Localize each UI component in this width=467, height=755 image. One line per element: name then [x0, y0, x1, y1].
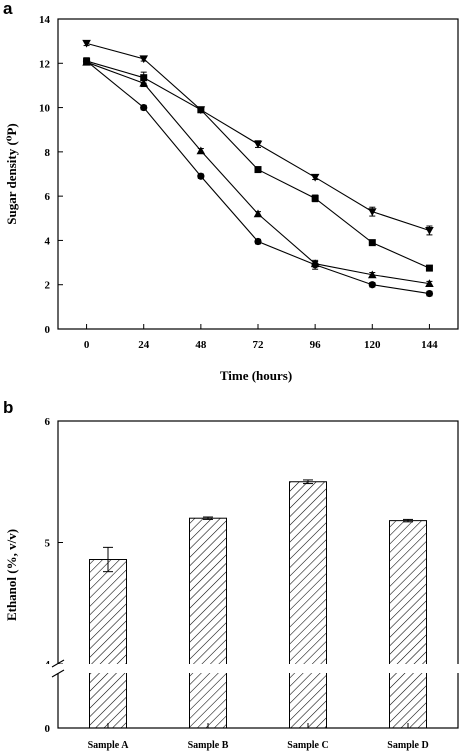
x-tick-label-a: 96: [310, 339, 322, 351]
point-square: [197, 106, 205, 114]
axis-break-mark-lower: [51, 669, 65, 678]
x-tick-label-a: 72: [253, 339, 265, 351]
point-circle: [254, 237, 262, 246]
series-triangle-down: [82, 39, 434, 236]
point-triangle-down: [253, 140, 263, 149]
point-square: [311, 194, 319, 202]
x-tick-label-a: 120: [364, 339, 381, 351]
y-tick-label-b: 0: [45, 723, 51, 735]
y-tick-label-a: 8: [45, 147, 51, 159]
point-triangle-up: [139, 78, 149, 87]
point-circle: [197, 172, 205, 180]
category-label: Sample D: [387, 740, 428, 751]
plot-frame-b: [57, 420, 459, 729]
category-label: Sample B: [188, 740, 229, 751]
y-tick-label-b: 6: [45, 416, 51, 428]
series-square: [83, 57, 433, 272]
category-label: Sample C: [287, 740, 328, 751]
point-circle: [311, 261, 319, 269]
x-tick-label-a: 48: [195, 339, 207, 351]
x-tick-label-a: 144: [421, 339, 438, 351]
bars-group: [89, 479, 427, 729]
point-square: [254, 166, 262, 174]
y-tick-label-a: 6: [45, 191, 51, 203]
point-triangle-up: [425, 279, 434, 288]
point-triangle-down: [310, 173, 320, 182]
point-circle: [425, 289, 434, 298]
y-tick-label-a: 0: [45, 324, 51, 336]
plot-frame-a: [57, 18, 459, 330]
series-circle: [82, 57, 434, 298]
bar-sample-a: [89, 559, 127, 729]
point-square: [140, 74, 148, 82]
bar-sample-d: [389, 520, 427, 729]
x-tick-label-a: 0: [84, 339, 90, 351]
point-triangle-up: [196, 146, 206, 155]
x-tick-label-a: 24: [138, 339, 150, 351]
y-tick-label-a: 2: [45, 280, 51, 292]
axis-break-gap: [40, 664, 460, 673]
series-line-circle: [86, 60, 430, 295]
point-triangle-down: [139, 55, 149, 64]
point-circle: [82, 57, 91, 65]
category-label: Sample A: [88, 740, 130, 751]
panel-a-label: a: [3, 0, 13, 18]
point-triangle-down: [425, 227, 434, 235]
x-axis-ticks-b: Sample A Sample B Sample C Sample D: [88, 723, 429, 751]
point-circle: [368, 281, 376, 289]
x-axis-label-a: Time (hours): [220, 368, 292, 383]
bar-sample-c: [289, 481, 327, 729]
point-triangle-up: [367, 270, 377, 279]
point-square: [368, 239, 376, 247]
y-axis-ticks-b: 0456: [45, 416, 63, 735]
panel-b-label: b: [3, 398, 13, 417]
y-tick-label-a: 10: [39, 103, 51, 115]
point-square: [425, 264, 433, 272]
y-tick-label-b: 5: [45, 538, 51, 550]
y-axis-label-a: Sugar density (⁰P): [4, 123, 19, 225]
point-triangle-up: [253, 209, 263, 218]
point-circle: [140, 103, 148, 112]
y-tick-label-a: 14: [39, 14, 51, 26]
y-axis-ticks-a: 0 2 4 6 8 10 12 14: [39, 14, 63, 336]
axis-break-mark-upper: [51, 659, 65, 668]
series-group: [82, 39, 434, 298]
bar-sample-b: [189, 517, 227, 729]
series-line-square: [86, 60, 430, 269]
y-tick-label-a: 4: [45, 235, 51, 247]
point-triangle-down: [367, 208, 377, 216]
y-axis-label-b: Ethanol (%, v/v): [4, 529, 19, 621]
y-tick-label-a: 12: [39, 58, 51, 70]
axis-break: [40, 659, 460, 678]
series-line-triangle-down: [86, 42, 430, 231]
point-triangle-down: [82, 39, 91, 48]
x-axis-ticks-a: 0 24 48 72 96 120 144: [84, 324, 438, 351]
